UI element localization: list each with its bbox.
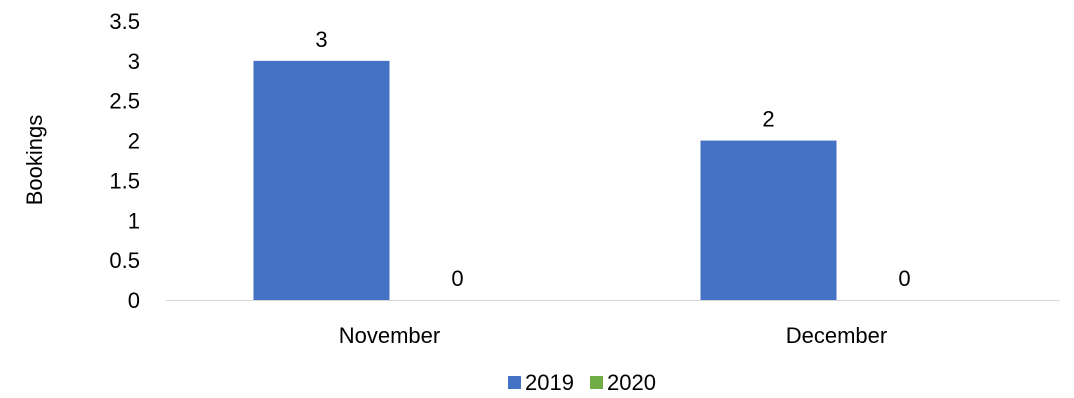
data-label: 2 bbox=[762, 107, 774, 132]
y-tick-label: 1 bbox=[128, 208, 140, 233]
y-axis-title: Bookings bbox=[22, 115, 47, 206]
y-tick-label: 2 bbox=[128, 129, 140, 154]
legend-label: 2019 bbox=[525, 370, 574, 395]
data-labels: 3 0 2 0 bbox=[315, 27, 910, 291]
y-tick-label: 1.5 bbox=[109, 168, 140, 193]
data-label: 3 bbox=[315, 27, 327, 52]
y-tick-label: 0.5 bbox=[109, 248, 140, 273]
y-tick-label: 2.5 bbox=[109, 89, 140, 114]
legend-swatch bbox=[590, 376, 603, 389]
x-axis-categories: November December bbox=[339, 323, 887, 348]
bar-2019-november bbox=[253, 60, 390, 300]
legend-swatch bbox=[508, 376, 521, 389]
y-tick-label: 3 bbox=[128, 49, 140, 74]
legend: 2019 2020 bbox=[508, 370, 656, 395]
y-tick-label: 0 bbox=[128, 288, 140, 313]
data-label: 0 bbox=[898, 266, 910, 291]
bar-2019-december bbox=[700, 140, 837, 300]
x-category-label: November bbox=[339, 323, 440, 348]
bars bbox=[253, 60, 837, 300]
legend-label: 2020 bbox=[607, 370, 656, 395]
y-tick-label: 3.5 bbox=[109, 9, 140, 34]
y-axis-ticks: 0 0.5 1 1.5 2 2.5 3 3.5 bbox=[109, 9, 140, 313]
x-category-label: December bbox=[786, 323, 887, 348]
data-label: 0 bbox=[451, 266, 463, 291]
